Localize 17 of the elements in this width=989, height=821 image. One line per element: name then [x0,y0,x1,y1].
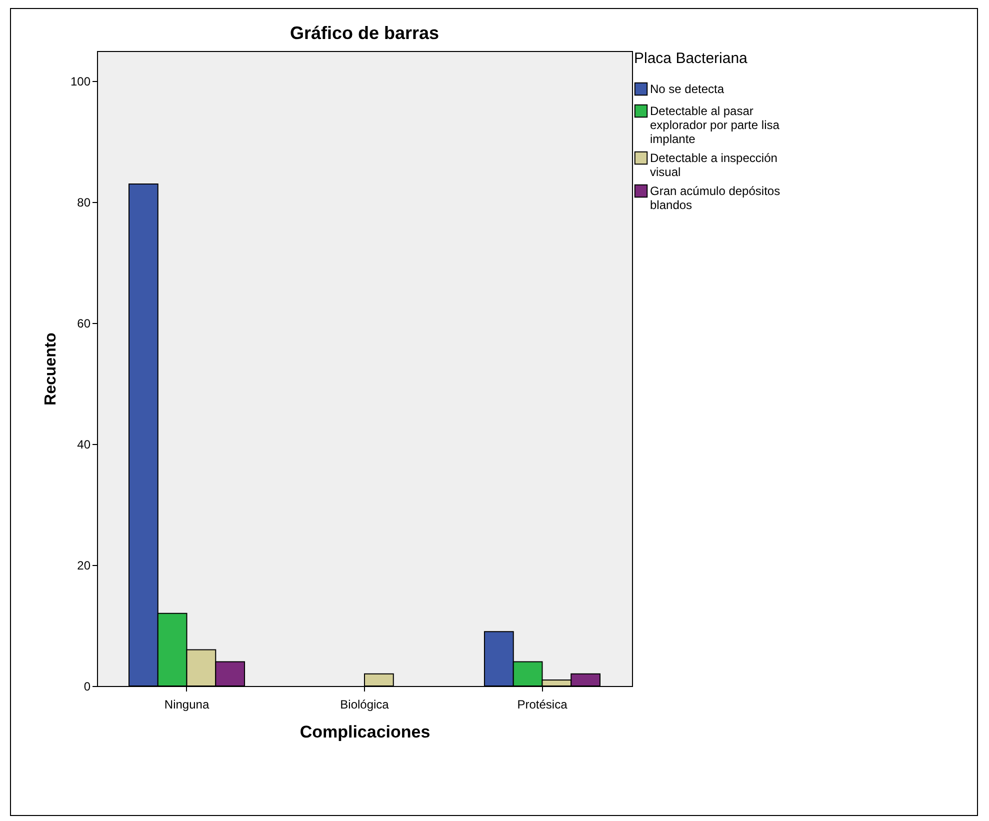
legend-label: Detectable al pasar explorador por parte lisa implante [650,104,780,146]
x-axis-title: Complicaciones [300,722,430,742]
y-tick-label: 80 [77,196,91,210]
y-tick-label: 100 [70,74,91,89]
legend-label: No se detecta [650,82,724,96]
legend-label: Detectable a inspección visual [650,151,778,179]
legend-title: Placa Bacteriana [634,50,748,67]
y-tick-label: 20 [77,558,91,573]
x-tick-label: Protésica [517,698,568,712]
y-tick-label: 0 [84,680,91,694]
y-tick-label: 60 [77,316,91,331]
y-axis-title: Recuento [42,332,60,406]
x-tick-label: Ninguna [164,698,210,712]
legend-label: Gran acúmulo depósitos blandos [650,184,780,212]
chart-title: Gráfico de barras [290,23,440,43]
y-tick-label: 40 [77,438,91,452]
x-tick-label: Biológica [340,698,390,712]
